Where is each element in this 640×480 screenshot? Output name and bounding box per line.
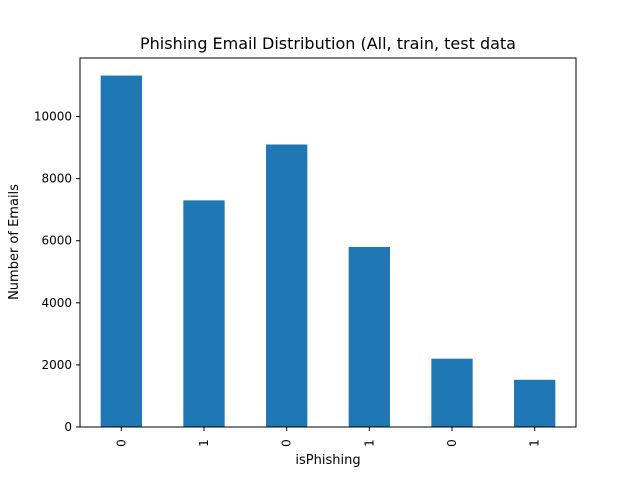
y-tick-label: 10000 — [34, 110, 72, 124]
bar — [100, 75, 142, 427]
bar — [266, 144, 308, 428]
x-tick-label: 1 — [362, 439, 376, 447]
y-tick-label: 6000 — [41, 234, 72, 248]
y-axis-label: Number of Emails — [7, 184, 22, 300]
y-tick-label: 4000 — [41, 296, 72, 310]
bars-layer — [100, 75, 556, 428]
y-tick-label: 8000 — [41, 172, 72, 186]
bar — [183, 200, 225, 427]
x-tick-label: 1 — [197, 439, 211, 447]
bar — [514, 379, 556, 427]
chart-title: Phishing Email Distribution (All, train,… — [140, 34, 516, 53]
x-axis-ticks: 0 1 0 1 0 1 — [114, 427, 542, 447]
x-tick-label: 0 — [114, 439, 128, 447]
bar — [431, 358, 473, 427]
x-tick-label: 1 — [528, 439, 542, 447]
bar — [348, 246, 390, 427]
plot-frame — [79, 57, 577, 428]
y-tick-label: 0 — [64, 420, 72, 434]
y-axis-ticks: 0 2000 4000 6000 8000 10000 — [34, 110, 80, 434]
x-axis-label: isPhishing — [295, 453, 360, 468]
x-tick-label: 0 — [445, 439, 459, 447]
x-tick-label: 0 — [280, 439, 294, 447]
y-tick-label: 2000 — [41, 358, 72, 372]
